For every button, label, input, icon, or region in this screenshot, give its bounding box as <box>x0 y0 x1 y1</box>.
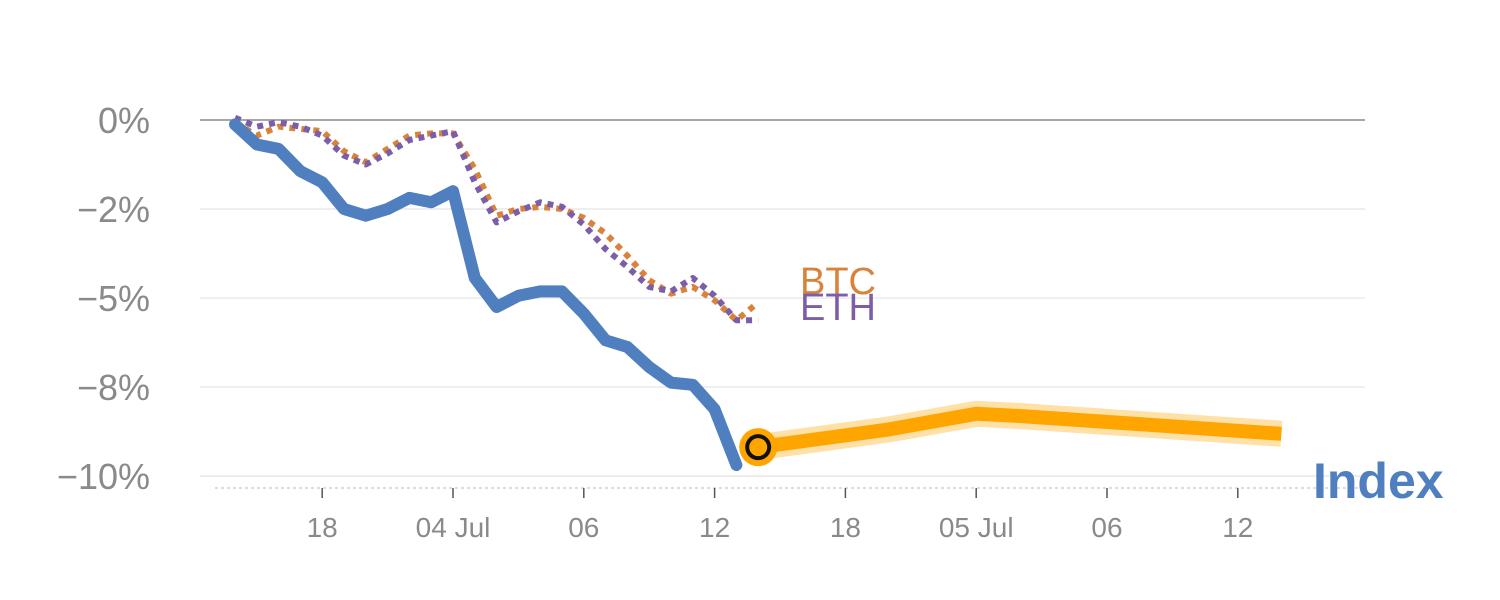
x-tick-label: 04 Jul <box>416 512 491 543</box>
x-tick-label: 06 <box>568 512 599 543</box>
y-tick-label: −8% <box>77 367 150 408</box>
index-series-label: Index <box>1313 453 1444 509</box>
x-tick-label: 05 Jul <box>939 512 1014 543</box>
eth-series-label: ETH <box>800 287 876 329</box>
x-tick-label: 18 <box>830 512 861 543</box>
x-tick-label: 12 <box>699 512 730 543</box>
y-axis-ticks: 0% −2% −5% −8% −10% <box>57 100 150 497</box>
y-tick-label: −5% <box>77 278 150 319</box>
eth-line <box>233 115 759 324</box>
x-tick-label: 18 <box>307 512 338 543</box>
series-labels: BTC ETH Index <box>800 261 1444 509</box>
index-projection-line <box>757 406 1282 455</box>
x-axis-ticks: 18 04 Jul 06 12 18 05 Jul 06 12 <box>307 488 1253 543</box>
btc-series-label: BTC <box>800 261 876 303</box>
current-point-marker <box>739 428 778 467</box>
y-tick-label: −2% <box>77 189 150 230</box>
y-tick-label: −10% <box>57 456 150 497</box>
btc-line <box>233 119 761 324</box>
x-tick-label: 06 <box>1091 512 1122 543</box>
y-tick-label: 0% <box>98 100 150 141</box>
series-lines <box>229 115 1283 471</box>
index-line <box>229 118 743 471</box>
current-point-marker-ring <box>745 434 772 461</box>
x-tick-label: 12 <box>1222 512 1253 543</box>
